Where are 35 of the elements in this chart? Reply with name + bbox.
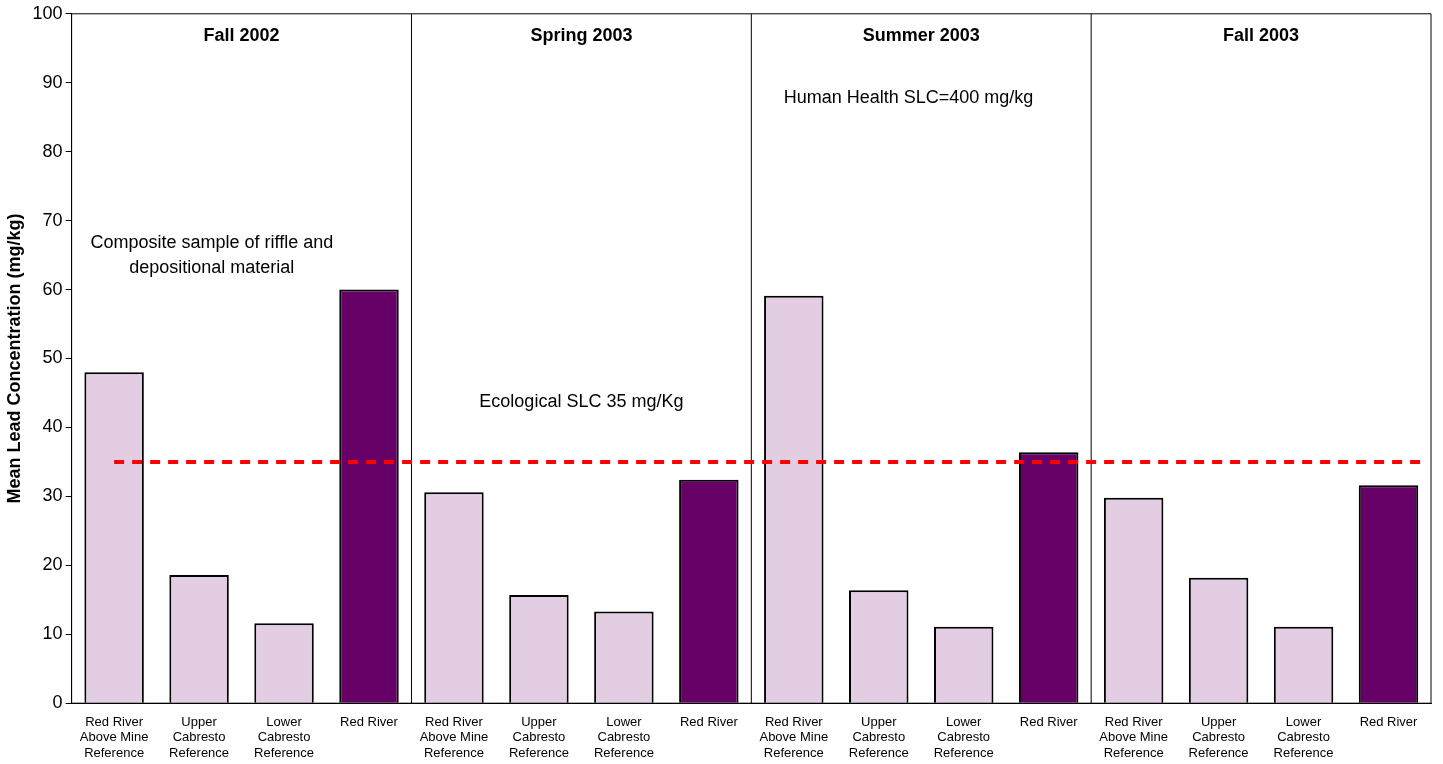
annotation: Fall 2002 <box>203 25 280 46</box>
y-tick-label: 50 <box>42 347 63 368</box>
annotation: Human Health SLC=400 mg/kg <box>783 87 1034 108</box>
x-tick-label: Red River Above Mine Reference <box>1099 713 1168 760</box>
y-tick-label: 40 <box>42 416 63 437</box>
y-tick-label: 0 <box>52 692 63 713</box>
y-tick-label: 10 <box>42 623 63 644</box>
annotation: Summer 2003 <box>862 25 980 46</box>
y-tick-label: 30 <box>42 485 63 506</box>
x-tick-label: Red River Above Mine Reference <box>79 713 149 760</box>
x-tick-label: Red River <box>340 713 399 729</box>
y-tick-label: 90 <box>42 71 63 92</box>
x-tick-label: Red River <box>1019 713 1079 729</box>
x-tick-label: Upper Cabresto Reference <box>508 713 569 760</box>
x-tick-label: Lower Cabresto Reference <box>1273 713 1334 760</box>
x-tick-label: Red River Above Mine Reference <box>759 713 829 760</box>
x-tick-label: Lower Cabresto Reference <box>254 713 315 760</box>
ref-line-label: Ecological SLC 35 mg/Kg <box>479 390 684 411</box>
x-tick-label: Red River <box>679 713 739 729</box>
x-tick-label: Lower Cabresto Reference <box>593 713 654 760</box>
annotation: Composite sample of riffle and depositional material <box>90 232 334 278</box>
y-tick-label: 20 <box>42 554 63 575</box>
x-tick-label: Red River Above Mine Reference <box>419 713 489 760</box>
annotation: Fall 2003 <box>1223 25 1300 46</box>
x-tick-label: Red River <box>1359 713 1419 729</box>
x-tick-label: Upper Cabresto Reference <box>848 713 909 760</box>
x-tick-label: Upper Cabresto Reference <box>1188 713 1249 760</box>
x-tick-label: Lower Cabresto Reference <box>933 713 994 760</box>
y-tick-label: 80 <box>42 140 63 161</box>
annotation: Spring 2003 <box>530 25 633 46</box>
y-tick-label: 70 <box>42 209 63 230</box>
x-tick-label: Upper Cabresto Reference <box>169 713 230 760</box>
y-tick-label: 100 <box>32 2 63 23</box>
y-axis-title: Mean Lead Concentration (mg/kg) <box>3 213 24 504</box>
y-tick-label: 60 <box>42 278 63 299</box>
